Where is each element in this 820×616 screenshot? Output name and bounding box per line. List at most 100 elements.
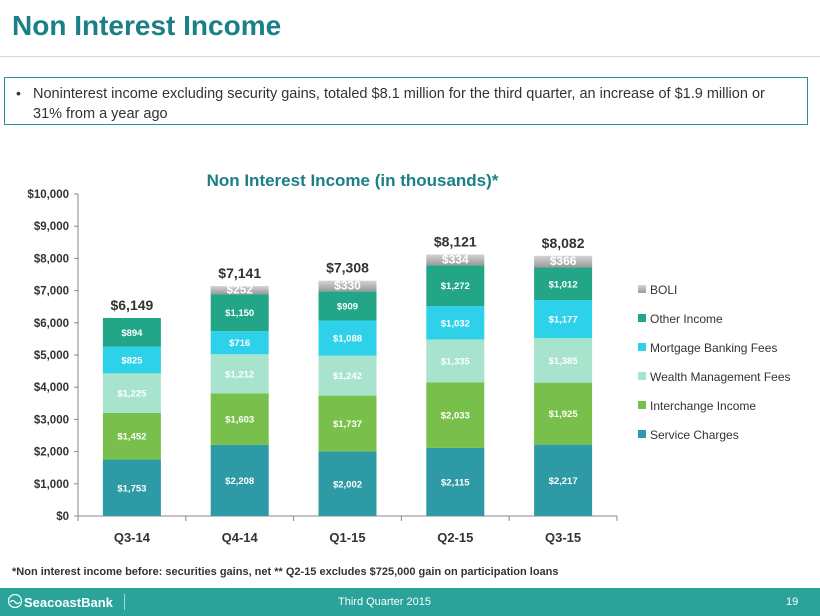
- bar-segment: [318, 451, 377, 516]
- y-tick-label: $3,000: [34, 414, 69, 426]
- x-tick-label: Q1-15: [329, 530, 365, 545]
- y-tick-label: $4,000: [34, 382, 69, 394]
- bar-data-label: $894: [121, 328, 143, 339]
- legend-swatch: [638, 401, 646, 409]
- legend-label: Mortgage Banking Fees: [650, 341, 777, 355]
- slide-title: Non Interest Income: [12, 10, 282, 41]
- title-divider: [0, 56, 820, 57]
- bar-data-label: $330: [334, 278, 361, 292]
- y-tick-label: $1,000: [34, 479, 69, 491]
- page-number: 19: [786, 596, 799, 608]
- bar-data-label: $334: [442, 252, 469, 266]
- bar-segment: [426, 254, 485, 266]
- bar-segment: [210, 286, 269, 295]
- footer-period: Third Quarter 2015: [338, 596, 431, 608]
- bar-data-label: $825: [121, 356, 143, 367]
- y-tick-label: $10,000: [27, 189, 69, 201]
- bar-segment: [426, 306, 485, 340]
- bar-segment: [426, 447, 485, 516]
- y-tick-label: $0: [56, 511, 69, 523]
- bar-segment: [318, 291, 377, 321]
- bar-data-label: $2,115: [441, 477, 470, 488]
- legend-swatch: [638, 372, 646, 380]
- summary-text: Noninterest income excluding security ga…: [33, 86, 765, 122]
- bar-data-label: $1,452: [117, 432, 146, 443]
- bar-total-label: $6,149: [110, 297, 153, 313]
- legend-label: Other Income: [650, 312, 723, 326]
- footer-divider: [124, 594, 125, 610]
- bar-data-label: $252: [226, 283, 253, 297]
- bar-segment: [426, 339, 485, 383]
- bar-total-label: $8,082: [542, 235, 585, 251]
- bar-segment: [210, 444, 269, 516]
- legend-swatch: [638, 343, 646, 351]
- bar-segment: [318, 280, 377, 292]
- seacoast-logo-icon: [8, 594, 22, 608]
- bar-data-label: $1,925: [549, 409, 579, 420]
- bar-segment: [534, 300, 593, 339]
- bar-segment: [426, 265, 485, 307]
- chart-title: Non Interest Income (in thousands)*: [207, 171, 499, 190]
- bar-data-label: $2,002: [333, 479, 362, 490]
- legend-swatch: [638, 314, 646, 322]
- bar-data-label: $2,033: [441, 411, 470, 422]
- x-tick-label: Q2-15: [437, 530, 473, 545]
- legend-label: Interchange Income: [650, 399, 756, 413]
- bar-data-label: $1,737: [333, 419, 362, 430]
- y-tick-label: $5,000: [34, 350, 69, 362]
- bar-data-label: $909: [337, 301, 358, 312]
- bar-segment: [534, 338, 593, 383]
- y-tick-label: $6,000: [34, 318, 69, 330]
- bar-segment: [102, 459, 161, 516]
- legend-swatch: [638, 285, 646, 293]
- legend-label: BOLI: [650, 283, 677, 297]
- bar-segment: [210, 331, 269, 355]
- bar-data-label: $1,212: [225, 369, 254, 380]
- bar-data-label: $366: [550, 254, 577, 268]
- x-tick-label: Q4-14: [222, 530, 259, 545]
- summary-box: • Noninterest income excluding security …: [4, 77, 808, 125]
- bar-data-label: $1,032: [441, 318, 470, 329]
- bar-data-label: $1,753: [117, 483, 146, 494]
- bar-segment: [102, 318, 161, 347]
- bar-data-label: $1,225: [117, 389, 147, 400]
- legend-swatch: [638, 430, 646, 438]
- x-tick-label: Q3-14: [114, 530, 151, 545]
- bar-segment: [318, 320, 377, 356]
- bullet-icon: •: [16, 85, 21, 101]
- bar-data-label: $1,385: [549, 356, 579, 367]
- bar-total-label: $8,121: [434, 234, 477, 250]
- bar-data-label: $1,177: [549, 315, 578, 326]
- bar-data-label: $1,272: [441, 281, 470, 292]
- bar-segment: [210, 294, 269, 332]
- y-tick-label: $7,000: [34, 286, 69, 298]
- bar-segment: [426, 382, 485, 448]
- bar-segment: [534, 444, 593, 516]
- bar-segment: [318, 355, 377, 396]
- bar-data-label: $2,208: [225, 476, 254, 487]
- bar-segment: [210, 354, 269, 394]
- y-tick-label: $9,000: [34, 221, 69, 233]
- y-tick-label: $2,000: [34, 447, 69, 459]
- bar-data-label: $1,242: [333, 371, 362, 382]
- bar-segment: [534, 382, 593, 445]
- bar-total-label: $7,141: [218, 265, 261, 281]
- bar-data-label: $1,150: [225, 308, 254, 319]
- bar-data-label: $716: [229, 338, 250, 349]
- x-tick-label: Q3-15: [545, 530, 581, 545]
- y-tick-label: $8,000: [34, 253, 69, 265]
- bar-segment: [534, 267, 593, 301]
- bar-data-label: $1,012: [549, 279, 578, 290]
- bar-segment: [102, 346, 161, 374]
- bar-data-label: $1,088: [333, 334, 362, 345]
- bar-total-label: $7,308: [326, 260, 369, 276]
- bar-segment: [534, 255, 593, 268]
- footer-bar: SeacoastBank Third Quarter 2015 19: [0, 588, 820, 616]
- bar-data-label: $2,217: [549, 476, 578, 487]
- legend-label: Wealth Management Fees: [650, 370, 791, 384]
- footer-brand: SeacoastBank: [24, 595, 113, 610]
- bar-segment: [210, 393, 269, 445]
- legend-label: Service Charges: [650, 428, 739, 442]
- footnote: *Non interest income before: securities …: [12, 566, 559, 578]
